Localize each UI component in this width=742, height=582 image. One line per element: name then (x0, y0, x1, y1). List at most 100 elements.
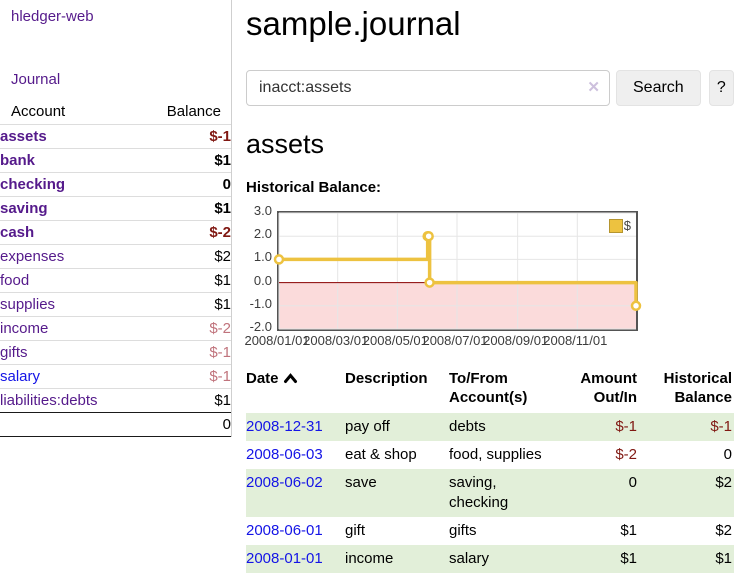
register-header-amount: Amount Out/In (580, 370, 637, 406)
account-link-assets[interactable]: assets (0, 128, 47, 145)
register-header-description: Description (345, 370, 428, 387)
account-balance: $1 (130, 292, 231, 317)
sidebar-item-journal[interactable]: Journal (11, 71, 61, 88)
account-link-saving[interactable]: saving (0, 200, 48, 217)
account-balance: $-1 (130, 364, 231, 389)
account-link-income[interactable]: income (0, 320, 49, 337)
clear-search-icon[interactable]: ✕ (587, 79, 600, 96)
account-link-checking[interactable]: checking (0, 176, 66, 193)
account-row: liabilities:debts $1 (0, 388, 231, 413)
search-button[interactable]: Search (616, 70, 701, 106)
search-form: ✕ Search ? (246, 70, 734, 106)
y-tick-label: 2.0 (253, 226, 272, 242)
register-row: 2008-12-31 pay off debts $-1 $-1 (246, 413, 734, 441)
legend-label: $ (623, 218, 631, 233)
account-row: food $1 (0, 268, 231, 293)
account-heading: assets (246, 129, 325, 159)
transaction-balance: $1 (715, 550, 732, 567)
account-balance: $2 (130, 244, 231, 269)
account-link-cash[interactable]: cash (0, 224, 35, 241)
account-link-supplies[interactable]: supplies (0, 296, 56, 313)
account-row: salary $-1 (0, 364, 231, 389)
account-row: supplies $1 (0, 292, 231, 317)
account-row: bank $1 (0, 148, 231, 173)
register-header-date[interactable]: Date (246, 367, 345, 413)
transaction-amount: 0 (628, 474, 637, 491)
register-row: 2008-01-01 income salary $1 $1 (246, 545, 734, 573)
y-tick-label: -1.0 (249, 295, 272, 311)
account-row: gifts $-1 (0, 340, 231, 365)
transaction-balance: 0 (723, 446, 732, 463)
help-button[interactable]: ? (708, 70, 734, 106)
account-balance: $1 (130, 196, 231, 221)
transaction-balance: $2 (715, 522, 732, 539)
account-link-expenses[interactable]: expenses (0, 248, 65, 265)
account-balance: 0 (130, 172, 231, 197)
historical-balance-chart: 3.0 2.0 1.0 0.0 -1.0 -2.0 $ 2008/01/01 2008/03… (244, 204, 734, 351)
account-balance: $-2 (130, 316, 231, 341)
main-content: sample.journal ✕ Search ? assets Histori… (233, 0, 742, 573)
transaction-description: save (345, 474, 377, 491)
accounts-header-account: Account (0, 101, 131, 125)
account-link-gifts[interactable]: gifts (0, 344, 28, 361)
x-tick-label: 2008/03/01 (303, 333, 369, 348)
accounts-header-balance: Balance (130, 101, 231, 125)
transaction-description: income (345, 550, 394, 567)
search-input[interactable] (246, 70, 610, 106)
transaction-date-link[interactable]: 2008-06-02 (246, 474, 323, 491)
account-row: assets $-1 (0, 125, 231, 149)
account-balance: $1 (130, 268, 231, 293)
account-balance: $-2 (130, 220, 231, 245)
register-row: 2008-06-02 save saving, checking 0 $2 (246, 469, 734, 517)
register-row: 2008-06-01 gift gifts $1 $2 (246, 517, 734, 545)
legend-swatch-icon (608, 218, 623, 233)
x-tick-label: 2008/11/01 (543, 333, 608, 348)
transaction-date-link[interactable]: 2008-12-31 (246, 418, 323, 435)
transaction-date-link[interactable]: 2008-06-01 (246, 522, 323, 539)
account-row: income $-2 (0, 316, 231, 341)
register-header-balance: Historical Balance (663, 370, 732, 406)
accounts-total-value: 0 (130, 412, 231, 437)
account-link-bank[interactable]: bank (0, 152, 36, 169)
transaction-description: eat & shop (345, 446, 417, 463)
register-header-date-label: Date (246, 370, 279, 387)
transaction-amount: $-1 (615, 418, 637, 435)
y-tick-label: -2.0 (249, 319, 272, 334)
y-tick-label: 3.0 (253, 203, 272, 218)
transaction-amount: $-2 (615, 446, 637, 463)
accounts-header-row: Account Balance (0, 101, 231, 125)
brand-link[interactable]: hledger-web (11, 8, 94, 25)
chart-plot[interactable]: $ (273, 211, 642, 331)
page-title: sample.journal (246, 5, 461, 42)
transaction-balance: $-1 (710, 418, 732, 435)
x-tick-label: 2008/05/01 (362, 333, 428, 348)
chart-svg (273, 212, 642, 330)
y-tick-label: 0.0 (253, 272, 272, 288)
account-balance: $-1 (209, 128, 231, 145)
account-balance: $1 (130, 148, 231, 173)
register-table: Date Description To/From Account(s) Amou… (246, 367, 734, 573)
transaction-accounts: gifts (449, 522, 477, 539)
transaction-amount: $1 (620, 522, 637, 539)
account-link-salary[interactable]: salary (0, 368, 41, 385)
transaction-date-link[interactable]: 2008-01-01 (246, 550, 323, 567)
chart-title: Historical Balance: (246, 179, 382, 196)
account-balance: $1 (130, 388, 231, 413)
chart-x-axis: 2008/01/01 2008/03/01 2008/05/01 2008/07/01… (244, 333, 634, 349)
x-tick-label: 2008/09/01 (483, 333, 549, 348)
account-link-food[interactable]: food (0, 272, 30, 289)
account-link-liabilities-debts[interactable]: liabilities:debts (0, 392, 98, 409)
register-row: 2008-06-03 eat & shop food, supplies $-2… (246, 441, 734, 469)
chart-legend: $ (606, 217, 633, 234)
register-header-row: Date Description To/From Account(s) Amou… (246, 367, 734, 413)
chart-y-axis: 3.0 2.0 1.0 0.0 -1.0 -2.0 (246, 204, 272, 334)
transaction-description: gift (345, 522, 366, 539)
transaction-balance: $2 (715, 474, 732, 491)
accounts-table: Account Balance assets $-1 bank $1 check… (0, 101, 231, 437)
transaction-date-link[interactable]: 2008-06-03 (246, 446, 323, 463)
sidebar: hledger-web Journal Account Balance asse… (0, 0, 232, 437)
account-row: saving $1 (0, 196, 231, 221)
transaction-amount: $1 (620, 550, 637, 567)
account-row: cash $-2 (0, 220, 231, 245)
